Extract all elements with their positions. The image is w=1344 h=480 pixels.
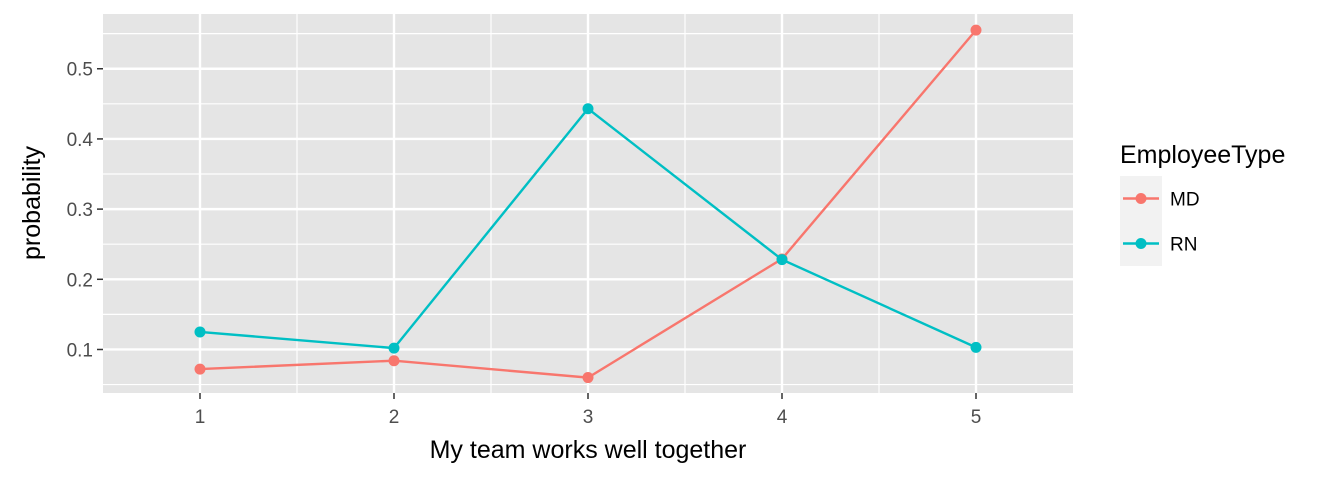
data-point-rn: [388, 342, 400, 354]
data-point-rn: [194, 326, 206, 338]
legend-items: MD RN: [1120, 176, 1200, 266]
legend-key-point: [1135, 238, 1147, 249]
x-tick-label: 4: [777, 407, 788, 428]
major-gridlines: [103, 14, 1073, 393]
data-point-rn: [582, 103, 594, 115]
legend: EmployeeType MD RN: [1120, 141, 1285, 266]
series-rn: [194, 103, 982, 354]
y-tick-label: 0.2: [67, 270, 93, 291]
y-tick-label: 0.4: [67, 130, 94, 151]
legend-label: MD: [1170, 190, 1200, 211]
data-point-rn: [776, 254, 788, 266]
y-tick-label: 0.5: [67, 60, 93, 81]
y-axis: 0.1 0.2 0.3 0.4 0.5: [67, 60, 103, 361]
x-tick-label: 1: [195, 407, 206, 428]
legend-key-point: [1135, 193, 1147, 204]
data-point-md: [970, 24, 982, 36]
data-point-md: [582, 372, 594, 384]
y-tick-label: 0.1: [67, 340, 93, 361]
x-tick-label: 2: [389, 407, 400, 428]
x-tick-label: 3: [583, 407, 594, 428]
x-axis-title: My team works well together: [430, 436, 747, 464]
legend-item-md: MD: [1120, 176, 1200, 221]
legend-item-rn: RN: [1120, 221, 1197, 266]
x-tick-label: 5: [971, 407, 982, 428]
data-point-md: [194, 363, 206, 375]
legend-label: RN: [1170, 235, 1197, 256]
y-axis-title: probability: [18, 146, 46, 260]
y-tick-label: 0.3: [67, 200, 93, 221]
series-layer: [194, 24, 982, 384]
data-point-rn: [970, 341, 982, 353]
data-point-md: [388, 355, 400, 367]
legend-title: EmployeeType: [1120, 141, 1285, 169]
x-axis: 1 2 3 4 5: [195, 393, 982, 428]
